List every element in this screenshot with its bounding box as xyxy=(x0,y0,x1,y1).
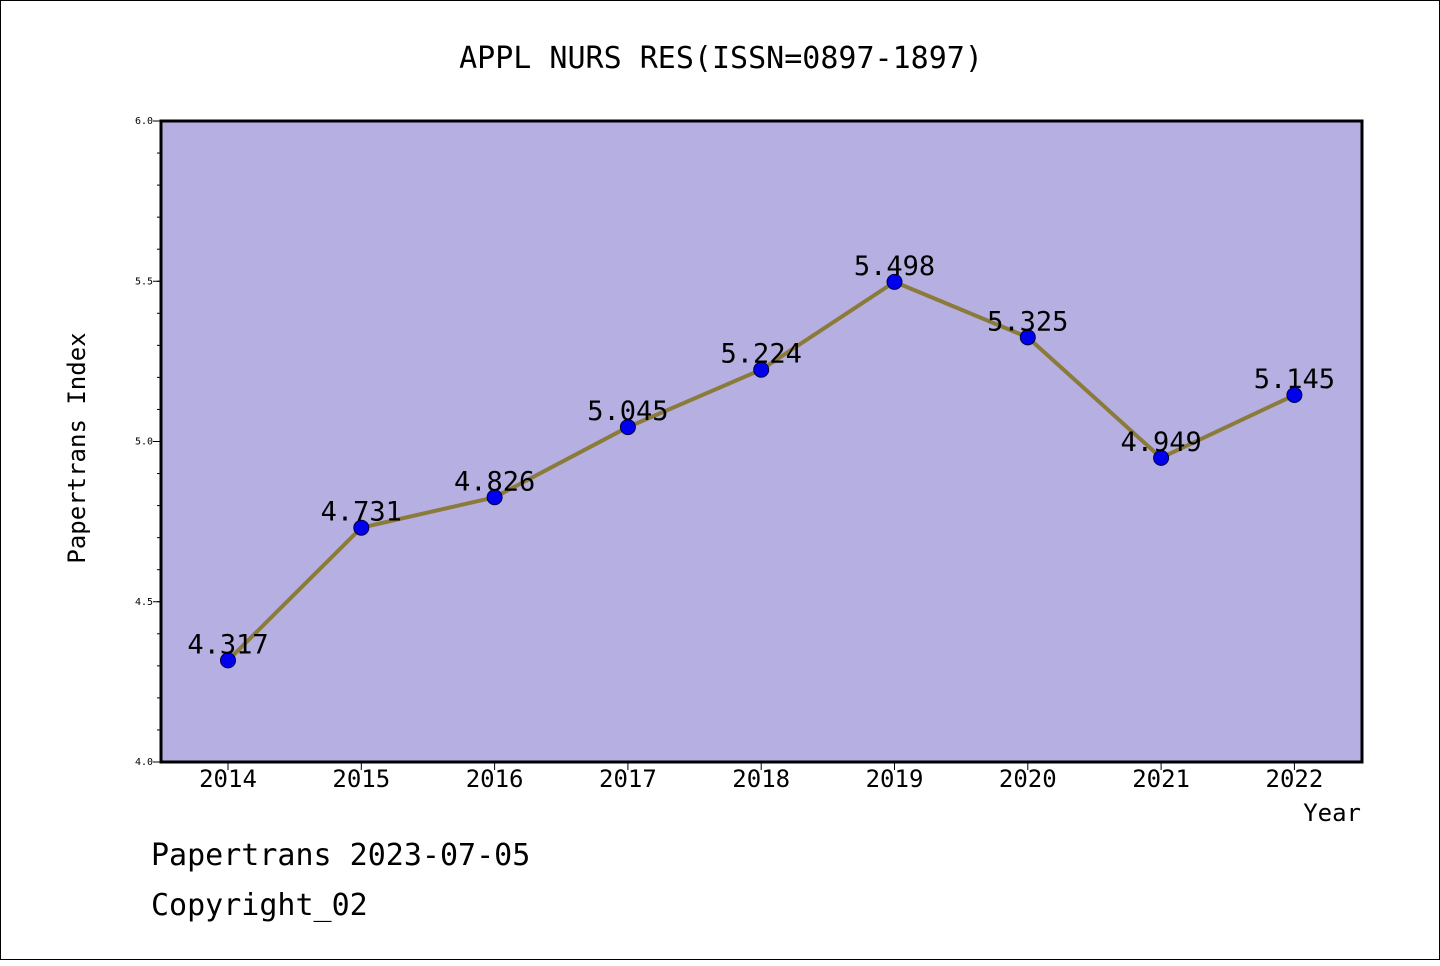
x-tick-label: 2016 xyxy=(466,765,524,793)
data-point xyxy=(619,419,636,436)
x-tick-label: 2021 xyxy=(1132,765,1190,793)
data-point xyxy=(1153,449,1170,466)
data-points xyxy=(220,273,1303,669)
x-tick-label: 2014 xyxy=(199,765,257,793)
footer-date: Papertrans 2023-07-05 xyxy=(151,838,530,873)
data-point xyxy=(353,519,370,536)
data-point xyxy=(220,652,236,669)
data-label: 4.731 xyxy=(321,497,402,528)
x-tick-label: 2015 xyxy=(332,765,390,793)
x-tick-label: 2020 xyxy=(999,765,1057,793)
data-label: 5.224 xyxy=(721,339,802,370)
data-label: 5.325 xyxy=(987,306,1068,337)
y-tick-label: 4.5 xyxy=(135,597,153,608)
data-labels: 4.317 4.731 4.826 5.045 5.224 5.498 5.325 4.949… xyxy=(187,251,1335,661)
y-tick-label: 5.0 xyxy=(135,437,153,448)
x-axis-ticks: 2014 2015 2016 2017 2018 2019 2020 2021 2022 xyxy=(199,762,1323,793)
data-label: 5.145 xyxy=(1254,364,1335,395)
x-tick-label: 2017 xyxy=(599,765,657,793)
x-tick-label: 2022 xyxy=(1266,765,1324,793)
x-tick-label: 2019 xyxy=(866,765,924,793)
y-tick-label: 5.5 xyxy=(135,276,153,287)
data-label: 4.317 xyxy=(187,629,268,660)
footer-copyright: Copyright_02 xyxy=(151,888,368,923)
y-axis-label: Papertrans Index xyxy=(63,332,91,563)
x-axis-label: Year xyxy=(1303,799,1361,827)
data-point xyxy=(486,489,503,506)
data-point xyxy=(1019,329,1036,346)
plot-area xyxy=(161,121,1362,762)
data-point xyxy=(1286,387,1303,404)
data-point xyxy=(886,273,903,290)
data-label: 4.949 xyxy=(1120,427,1201,458)
y-axis-ticks: 4.0 4.5 5.0 5.5 6.0 xyxy=(135,116,161,768)
data-label: 5.045 xyxy=(587,396,668,427)
y-tick-label: 4.0 xyxy=(135,757,153,768)
data-label: 4.826 xyxy=(454,466,535,497)
chart-title: APPL NURS RES(ISSN=0897-1897) xyxy=(459,41,983,76)
plot-border xyxy=(159,119,1364,764)
x-tick-label: 2018 xyxy=(732,765,790,793)
data-point xyxy=(753,361,770,378)
y-tick-label: 6.0 xyxy=(135,116,153,127)
data-label: 5.498 xyxy=(854,251,935,282)
